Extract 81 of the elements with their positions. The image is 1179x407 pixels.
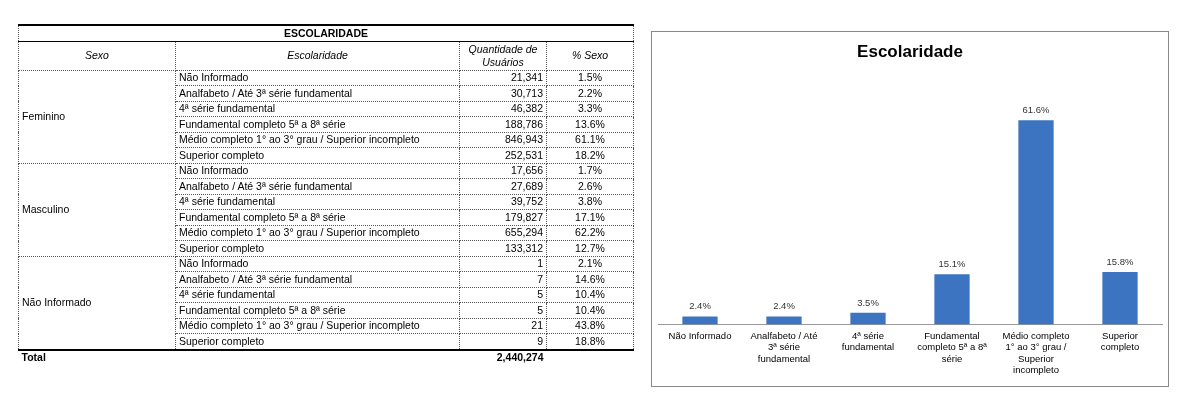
text: Superior completo [175, 147, 460, 163]
text: Feminino [18, 70, 176, 163]
text: Não Informado [175, 163, 460, 179]
text: Fundamental completo 5ª a 8ª série [175, 302, 460, 318]
text: 10.4% [546, 287, 634, 303]
text: Analfabeto / Até 3ª série fundamental [175, 271, 460, 287]
text: 5 [459, 302, 547, 318]
text: 2.1% [546, 256, 634, 272]
text: Analfabeto / Até 3ª série fundamental [175, 178, 460, 194]
text: 17,656 [459, 163, 547, 179]
text: Quantidade de Usuários [459, 41, 547, 70]
bar [766, 316, 802, 325]
x-tick-label: Analfabeto / Até 3ª série fundamental [750, 329, 818, 364]
bar [1102, 272, 1138, 325]
text: 17.1% [546, 209, 634, 225]
text: 7 [459, 271, 547, 287]
text: 4ª série fundamental [175, 287, 460, 303]
text: 43.8% [546, 318, 634, 334]
text: 133,312 [459, 240, 547, 256]
x-tick-label: Médio completo 1° ao 3° grau / Superior incompleto [1002, 329, 1070, 375]
text: 179,827 [459, 209, 547, 225]
text: 2.2% [546, 85, 634, 101]
text: Médio completo 1° ao 3° grau / Superior incompleto [175, 318, 460, 334]
text: Médio completo 1° ao 3° grau / Superior incompleto [175, 132, 460, 148]
text: 5 [459, 287, 547, 303]
text: 1.5% [546, 70, 634, 86]
text: 14.6% [546, 271, 634, 287]
data-label: 15.1% [938, 258, 967, 270]
text: Médio completo 1° ao 3° grau / Superior incompleto [175, 225, 460, 241]
data-label: 2.4% [773, 300, 796, 312]
text: 1 [459, 256, 547, 272]
text: 62.2% [546, 225, 634, 241]
text: 2.6% [546, 178, 634, 194]
text: Total [20, 350, 47, 365]
text: 188,786 [459, 116, 547, 132]
bar [682, 316, 718, 325]
text: % Sexo [546, 41, 634, 70]
x-tick-label: Não Informado [668, 329, 732, 341]
text: Não Informado [175, 70, 460, 86]
text: 1.7% [546, 163, 634, 179]
text: 10.4% [546, 302, 634, 318]
bar [934, 274, 970, 325]
text: 39,752 [459, 194, 547, 210]
data-label: 2.4% [689, 300, 712, 312]
bar [1018, 120, 1054, 325]
data-label: 3.5% [857, 296, 880, 308]
text: Fundamental completo 5ª a 8ª série [175, 209, 460, 225]
text: 21,341 [459, 70, 547, 86]
text: Superior completo [175, 240, 460, 256]
text: 61.1% [546, 132, 634, 148]
text: 846,943 [459, 132, 547, 148]
text: ESCOLARIDADE [18, 25, 634, 41]
text: 21 [459, 318, 547, 334]
x-tick-label: 4ª série fundamental [841, 329, 895, 353]
text: 4ª série fundamental [175, 194, 460, 210]
text: 655,294 [459, 225, 547, 241]
data-label: 61.6% [1022, 104, 1051, 116]
chart-title: Escolaridade [857, 41, 963, 61]
text: 30,713 [459, 85, 547, 101]
text: Analfabeto / Até 3ª série fundamental [175, 85, 460, 101]
x-tick-label: Fundamental completo 5ª a 8ª série [917, 329, 988, 364]
text: 27,689 [459, 178, 547, 194]
text: Masculino [18, 163, 176, 256]
text: Não Informado [175, 256, 460, 272]
text: 18.2% [546, 147, 634, 163]
text: Sexo [18, 41, 176, 70]
text: 4ª série fundamental [175, 101, 460, 117]
text: 3.3% [546, 101, 634, 117]
x-tick-label: Superior completo [1100, 329, 1140, 353]
text: 9 [459, 333, 547, 350]
text: Fundamental completo 5ª a 8ª série [175, 116, 460, 132]
text: 3.8% [546, 194, 634, 210]
bar [850, 312, 886, 325]
text: 18.8% [546, 333, 634, 350]
text: 2,440,274 [495, 350, 545, 365]
text: 46,382 [459, 101, 547, 117]
data-label: 15.8% [1106, 255, 1135, 267]
text: Escolaridade [175, 41, 460, 70]
text: 252,531 [459, 147, 547, 163]
text: 12.7% [546, 240, 634, 256]
text: 13.6% [546, 116, 634, 132]
